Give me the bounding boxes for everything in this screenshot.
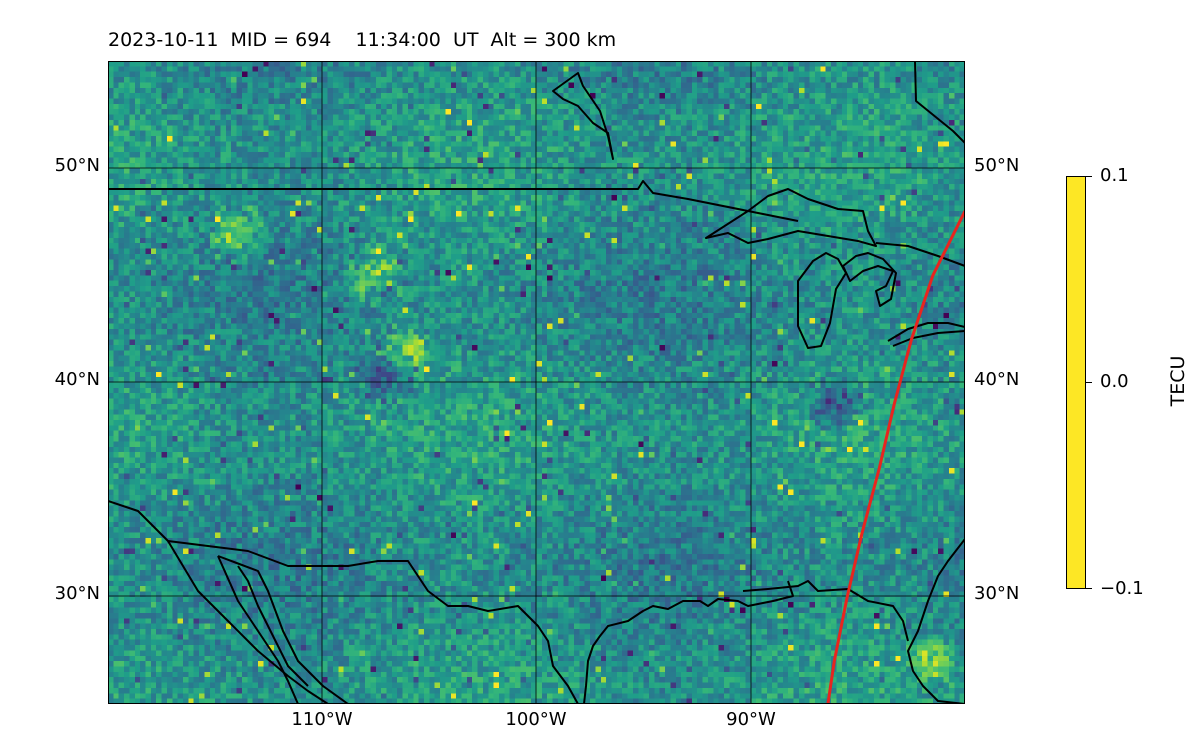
colorbar-tick-bottom [1086, 588, 1092, 589]
colorbar-tick-mid [1086, 382, 1092, 383]
xtick-label-90w: 90°W [726, 709, 776, 730]
gridlines [108, 61, 965, 704]
colorbar-tick-top [1086, 176, 1092, 177]
map-panel [108, 61, 965, 704]
colorbar-label-max: 0.1 [1100, 165, 1129, 186]
map-overlay [108, 61, 965, 704]
ytick-label-right-50n: 50°N [974, 155, 1020, 176]
colorbar-label-min: −0.1 [1100, 578, 1144, 599]
figure-title: 2023-10-11 MID = 694 11:34:00 UT Alt = 3… [108, 29, 617, 51]
terminator-line [826, 210, 965, 704]
colorbar-label-zero: 0.0 [1100, 371, 1129, 392]
map-frame [108, 61, 965, 704]
xtick-label-110w: 110°W [291, 709, 353, 730]
ytick-label-right-40n: 40°N [974, 369, 1020, 390]
ytick-label-left-40n: 40°N [54, 369, 100, 390]
colorbar [1066, 176, 1086, 589]
ytick-label-left-30n: 30°N [54, 583, 100, 604]
coastlines-borders [108, 61, 965, 704]
ytick-label-right-30n: 30°N [974, 583, 1020, 604]
xtick-label-100w: 100°W [505, 709, 567, 730]
ytick-label-left-50n: 50°N [54, 155, 100, 176]
colorbar-title: TECU [1167, 355, 1189, 407]
